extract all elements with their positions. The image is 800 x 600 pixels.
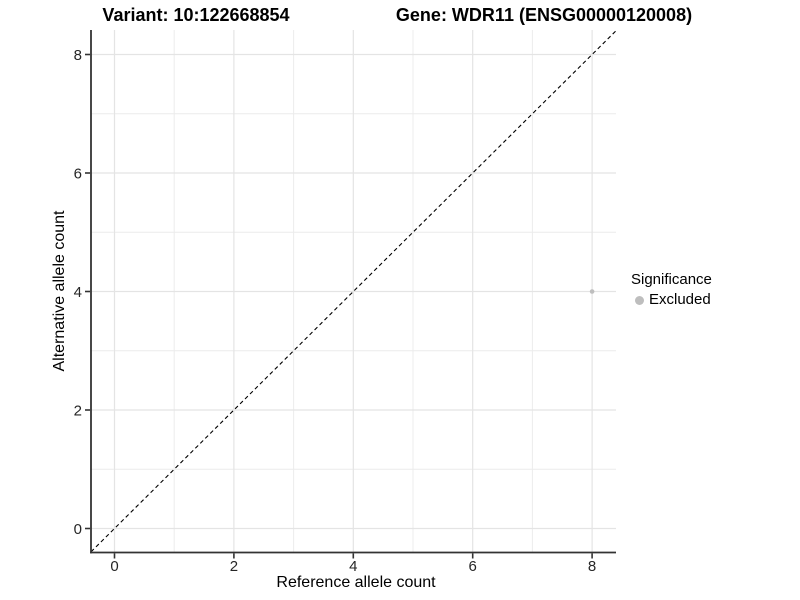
legend-items: Excluded — [631, 292, 712, 308]
plot-title-variant: Variant: 10:122668854 — [102, 5, 290, 25]
x-axis-title: Reference allele count — [276, 574, 436, 591]
x-tick-label: 4 — [349, 558, 357, 575]
identity-reference-line — [90, 30, 617, 553]
plot-title-gene: Gene: WDR11 (ENSG00000120008) — [395, 5, 693, 25]
y-axis-title: Alternative allele count — [51, 210, 68, 372]
x-tick-label: 8 — [588, 558, 596, 575]
y-tick-label: 8 — [74, 47, 82, 64]
legend: Significance Excluded — [631, 271, 712, 308]
y-tick-label: 6 — [74, 165, 82, 182]
y-tick-label: 2 — [74, 402, 82, 419]
legend-dot-icon — [635, 295, 644, 305]
x-tick-label: 6 — [469, 558, 477, 575]
legend-title: Significance — [631, 271, 712, 288]
data-point — [589, 289, 595, 294]
y-tick-label: 0 — [74, 521, 82, 538]
legend-item-label: Excluded — [649, 291, 711, 308]
legend-item: Excluded — [635, 292, 712, 308]
y-tick-label: 4 — [74, 284, 82, 301]
x-tick-label: 2 — [230, 558, 238, 575]
x-tick-label: 0 — [110, 558, 118, 575]
